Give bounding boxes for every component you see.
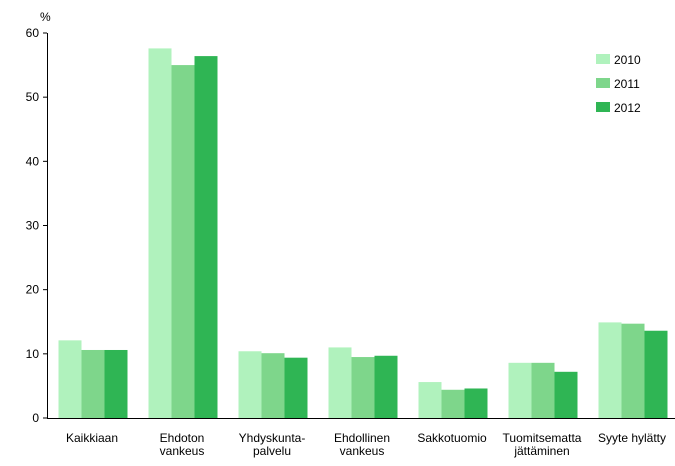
x-tick-label: Syyte hylätty [598,431,666,445]
bar [328,347,352,418]
bar [418,382,442,418]
bar [531,362,555,418]
x-tick-label: Kaikkiaan [66,431,118,445]
legend-swatch [596,54,610,64]
x-tick-label: palvelu [253,444,291,458]
bar [261,353,285,418]
y-tick-label: 50 [26,90,40,104]
x-tick-label: Yhdyskunta- [239,431,306,445]
bar [171,65,195,418]
y-tick-label: 20 [26,283,40,297]
y-tick-label: 0 [32,411,39,425]
y-axis-label: % [40,10,51,24]
legend-swatch [596,78,610,88]
bar [621,323,645,418]
bar [464,388,488,418]
bar [284,357,308,418]
x-tick-label: Ehdollinen [334,431,390,445]
bar [644,330,668,418]
bar [148,48,172,419]
bar [351,357,375,418]
bar [441,389,465,418]
legend-label: 2010 [614,53,641,67]
x-tick-label: vankeus [340,444,385,458]
legend-label: 2011 [614,77,640,91]
bar [598,322,622,418]
x-tick-label: jättäminen [513,444,569,458]
y-tick-label: 40 [26,154,40,168]
legend-swatch [596,102,610,112]
bar [58,340,82,418]
bar [81,349,105,418]
y-tick-label: 60 [26,26,40,40]
bar [554,371,578,418]
x-tick-label: Tuomitsematta [503,431,582,445]
bar [374,355,398,418]
bar [238,351,262,418]
y-tick-label: 30 [26,219,40,233]
bar [194,56,218,418]
legend-label: 2012 [614,101,641,115]
x-tick-label: Ehdoton [160,431,205,445]
x-tick-label: Sakkotuomio [417,431,487,445]
x-tick-label: vankeus [160,444,205,458]
bar [104,349,128,418]
y-tick-label: 10 [26,347,40,361]
bar [508,362,532,418]
